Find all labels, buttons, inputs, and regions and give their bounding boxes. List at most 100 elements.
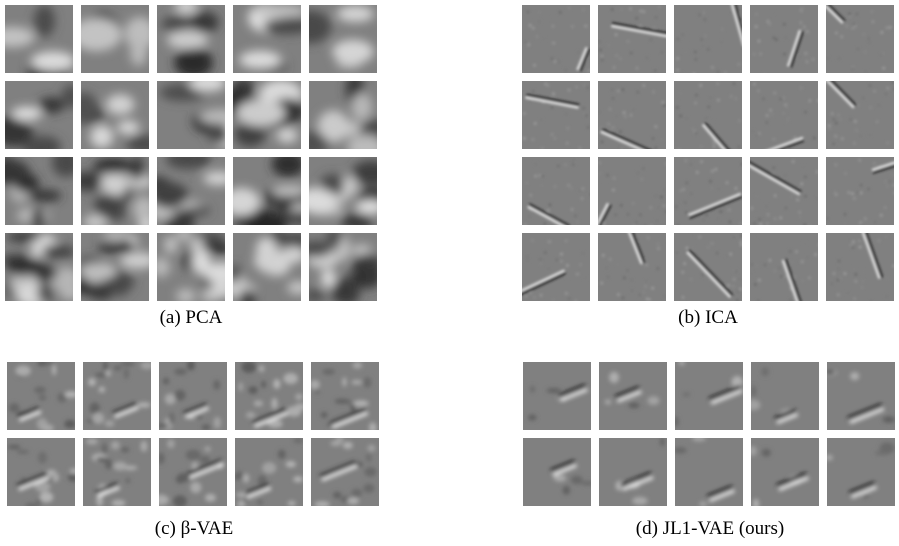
blob xyxy=(106,94,134,114)
patch-background xyxy=(598,157,666,225)
image-patch xyxy=(70,81,162,154)
blob xyxy=(39,395,47,400)
blob xyxy=(88,378,96,386)
blob xyxy=(563,486,570,495)
blob xyxy=(103,229,129,241)
blob xyxy=(165,394,176,405)
noise xyxy=(654,69,657,72)
noise xyxy=(681,271,684,274)
noise xyxy=(523,137,526,140)
blob xyxy=(89,287,113,300)
noise xyxy=(544,82,547,85)
blob xyxy=(347,135,384,161)
noise xyxy=(837,293,840,296)
blob xyxy=(127,134,162,154)
noise xyxy=(792,160,795,163)
noise xyxy=(525,181,528,184)
noise xyxy=(620,8,623,11)
noise xyxy=(540,294,543,297)
noise xyxy=(639,213,642,216)
noise xyxy=(630,51,633,54)
blob xyxy=(153,495,169,505)
noise xyxy=(710,242,713,245)
image-patch xyxy=(674,233,743,302)
blob xyxy=(273,379,280,389)
noise xyxy=(860,191,863,194)
noise xyxy=(660,138,663,141)
noise xyxy=(736,290,739,293)
noise xyxy=(581,187,584,190)
noise xyxy=(565,113,568,116)
blob xyxy=(233,475,239,480)
noise xyxy=(528,215,531,218)
noise xyxy=(598,172,601,175)
noise xyxy=(766,114,769,117)
blob xyxy=(150,182,188,209)
blob xyxy=(674,447,687,453)
noise xyxy=(702,11,705,14)
noise xyxy=(609,258,612,261)
noise xyxy=(590,193,593,196)
noise xyxy=(789,299,792,302)
blob xyxy=(52,364,56,375)
noise xyxy=(804,52,807,55)
noise xyxy=(844,223,847,226)
noise xyxy=(675,101,678,104)
noise xyxy=(617,293,620,296)
noise xyxy=(584,277,587,280)
noise xyxy=(784,174,787,177)
noise xyxy=(721,27,724,30)
noise xyxy=(851,27,854,30)
noise xyxy=(566,142,569,145)
blob xyxy=(176,289,195,304)
noise xyxy=(707,105,710,108)
noise xyxy=(700,38,703,41)
noise xyxy=(611,8,614,11)
noise xyxy=(803,25,806,28)
noise xyxy=(701,44,704,47)
noise xyxy=(587,105,590,108)
noise xyxy=(849,238,852,241)
blob xyxy=(322,369,335,375)
noise xyxy=(768,22,771,25)
blob xyxy=(683,392,691,396)
noise xyxy=(786,107,789,110)
noise xyxy=(532,27,535,30)
blob xyxy=(174,390,185,401)
noise xyxy=(854,280,857,283)
noise xyxy=(713,145,716,148)
image-patch xyxy=(7,438,80,509)
noise xyxy=(717,187,720,190)
noise xyxy=(873,90,876,93)
noise xyxy=(851,192,854,195)
noise xyxy=(676,38,679,41)
noise xyxy=(702,219,705,222)
image-patch xyxy=(7,360,78,432)
noise xyxy=(886,141,889,144)
noise xyxy=(711,139,714,142)
blob xyxy=(167,439,175,448)
blob xyxy=(334,399,349,404)
blob xyxy=(241,361,256,373)
noise xyxy=(753,222,756,225)
noise xyxy=(753,83,756,86)
blob xyxy=(342,377,346,386)
noise xyxy=(782,112,785,115)
image-patch xyxy=(750,5,818,76)
noise xyxy=(636,91,639,94)
noise xyxy=(860,224,863,227)
noise xyxy=(676,106,679,109)
noise xyxy=(791,261,794,264)
noise xyxy=(539,262,542,265)
noise xyxy=(716,82,719,85)
noise xyxy=(880,53,883,56)
noise xyxy=(750,263,753,266)
noise xyxy=(753,53,756,56)
noise xyxy=(655,16,658,19)
noise xyxy=(598,110,601,113)
image-patch xyxy=(599,437,667,506)
image-patch xyxy=(825,438,895,506)
noise xyxy=(541,147,544,150)
blob xyxy=(369,422,377,433)
noise xyxy=(740,240,743,243)
